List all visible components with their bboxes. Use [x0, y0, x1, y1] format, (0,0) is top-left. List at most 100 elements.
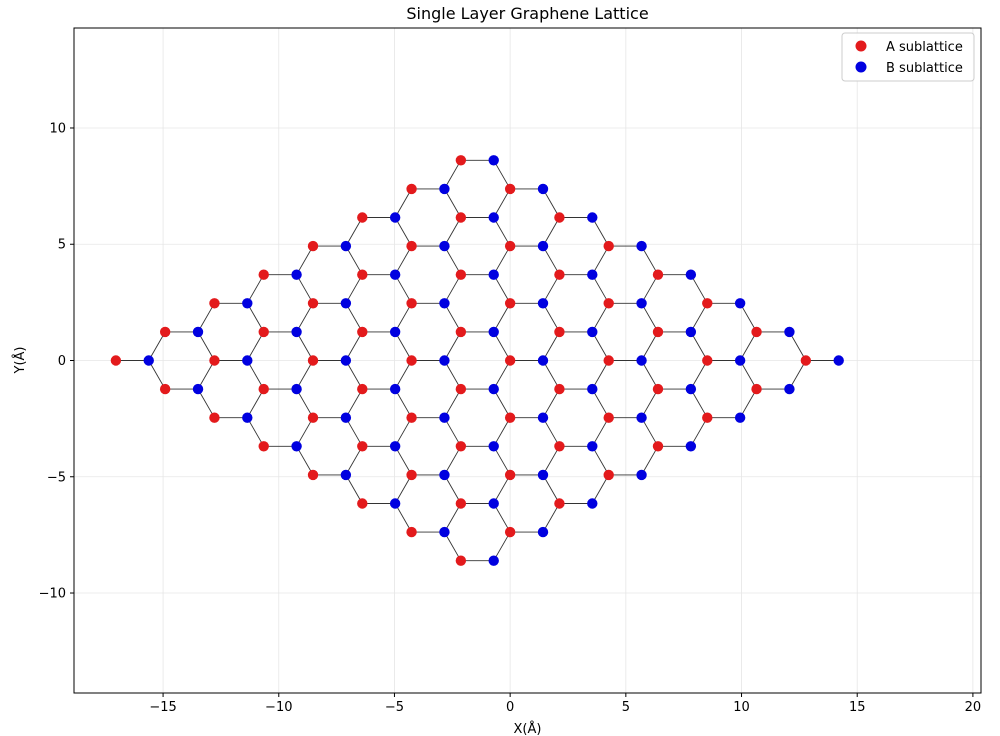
bond: [591, 217, 610, 247]
bond: [246, 274, 265, 304]
bond: [444, 303, 462, 333]
bond: [246, 303, 265, 333]
legend-marker-a: [855, 40, 867, 52]
bond: [591, 417, 610, 447]
atom-b: [439, 412, 450, 423]
bond: [444, 531, 462, 561]
atom-b: [636, 355, 647, 366]
atom-b: [488, 383, 499, 395]
atom-a: [209, 298, 220, 309]
atom-b: [192, 383, 204, 395]
y-axis-label: Y(Å): [12, 347, 28, 375]
atom-a: [504, 240, 516, 252]
atom-b: [488, 212, 499, 223]
atom-a: [455, 155, 467, 166]
bond: [197, 303, 215, 333]
atom-b: [537, 240, 549, 252]
atom-b: [242, 298, 253, 309]
atom-b: [389, 212, 401, 223]
bond: [591, 388, 610, 418]
atom-b: [389, 383, 401, 395]
bond: [345, 388, 363, 418]
atom-b: [636, 240, 647, 252]
bond: [641, 245, 659, 275]
bond: [690, 388, 708, 418]
atom-a: [307, 298, 319, 309]
atom-b: [685, 326, 697, 338]
atom-b: [587, 212, 598, 223]
bond: [690, 417, 708, 447]
atom-a: [603, 469, 614, 481]
atom-a: [455, 212, 467, 223]
legend-label-b: B sublattice: [886, 61, 963, 76]
atom-a: [554, 212, 565, 223]
atom-b: [685, 383, 697, 395]
atom-a: [702, 355, 713, 366]
x-tick-label: −10: [265, 700, 292, 715]
legend-label-a: A sublattice: [886, 40, 963, 55]
bond: [296, 274, 314, 304]
atom-a: [504, 183, 516, 195]
bond: [246, 417, 265, 447]
atom-a: [209, 355, 220, 366]
atom-points: [110, 155, 844, 566]
bond: [394, 503, 412, 533]
bond: [345, 360, 363, 390]
atom-a: [307, 240, 319, 252]
legend-box: [841, 32, 975, 82]
bond: [444, 188, 462, 218]
bond: [690, 331, 708, 361]
bond: [444, 446, 462, 476]
atom-b: [537, 469, 549, 481]
atom-b: [488, 155, 499, 166]
x-tick-label: 5: [622, 700, 630, 715]
atom-a: [357, 269, 368, 280]
bond: [493, 531, 511, 561]
atom-a: [258, 441, 269, 452]
bond: [444, 274, 462, 304]
bond: [493, 446, 511, 476]
bond: [739, 331, 757, 361]
bond: [444, 217, 462, 247]
bond: [641, 274, 659, 304]
bond: [739, 388, 757, 418]
atom-b: [537, 412, 549, 423]
bond: [493, 160, 511, 190]
bond: [493, 274, 511, 304]
atom-b: [488, 498, 499, 509]
atom-b: [242, 355, 253, 366]
bond: [591, 474, 610, 504]
bond: [641, 446, 659, 476]
bond: [641, 360, 659, 390]
bond: [542, 303, 560, 333]
bond: [591, 331, 610, 361]
atom-a: [554, 498, 565, 509]
x-axis-label: X(Å): [514, 721, 542, 736]
bond: [641, 417, 659, 447]
bond: [542, 245, 560, 275]
bond: [542, 474, 560, 504]
atom-a: [357, 326, 368, 338]
bond: [591, 446, 610, 476]
atom-a: [406, 526, 417, 538]
bond: [246, 360, 265, 390]
atom-b: [488, 326, 499, 338]
atom-a: [603, 412, 614, 423]
bond: [394, 446, 412, 476]
atom-b: [439, 469, 450, 481]
bond: [148, 360, 166, 390]
bond: [493, 474, 511, 504]
atom-a: [455, 269, 467, 280]
atom-b: [833, 355, 844, 366]
bond: [345, 446, 363, 476]
atom-a: [504, 469, 516, 481]
bond: [641, 388, 659, 418]
atom-a: [307, 412, 319, 423]
atom-b: [488, 269, 499, 280]
bond: [296, 245, 314, 275]
atom-b: [636, 469, 647, 481]
atom-a: [652, 441, 664, 452]
atom-a: [554, 441, 565, 452]
atom-a: [357, 498, 368, 509]
